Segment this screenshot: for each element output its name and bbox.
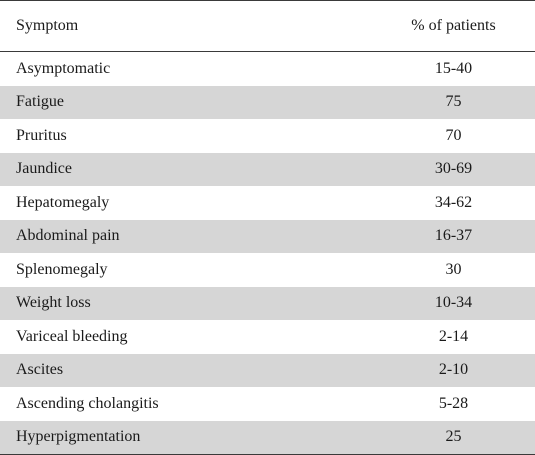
table-row: Abdominal pain 16-37: [0, 219, 535, 253]
symptom-cell: Fatigue: [16, 93, 64, 111]
percent-cell: 16-37: [434, 227, 473, 245]
table-row: Fatigue 75: [0, 85, 535, 119]
percent-cell: 30-69: [434, 160, 473, 178]
table-row: Asymptomatic 15-40: [0, 52, 535, 86]
symptom-cell: Ascites: [16, 361, 64, 379]
table-row: Jaundice 30-69: [0, 152, 535, 186]
table-row: Ascending cholangitis 5-28: [0, 387, 535, 421]
symptom-cell: Jaundice: [16, 160, 72, 178]
percent-cell: 70: [445, 126, 462, 144]
table-row: Splenomegaly 30: [0, 253, 535, 287]
symptom-cell: Variceal bleeding: [16, 327, 128, 345]
table-row: Variceal bleeding 2-14: [0, 320, 535, 354]
percent-cell: 75: [445, 93, 462, 111]
symptom-cell: Pruritus: [16, 126, 67, 144]
table-body: Asymptomatic 15-40 Fatigue 75 Pruritus 7…: [0, 52, 535, 454]
header-percent: % of patients: [411, 17, 496, 34]
percent-cell: 34-62: [434, 193, 473, 211]
table-header: Symptom % of patients: [0, 1, 535, 52]
symptom-cell: Hepatomegaly: [16, 193, 110, 211]
header-symptom: Symptom: [16, 17, 79, 34]
table-row: Hyperpigmentation 25: [0, 420, 535, 454]
percent-cell: 2-10: [438, 361, 469, 379]
percent-cell: 5-28: [438, 394, 469, 412]
table-row: Hepatomegaly 34-62: [0, 186, 535, 220]
table-row: Pruritus 70: [0, 119, 535, 153]
percent-cell: 25: [445, 428, 462, 446]
percent-cell: 2-14: [438, 327, 469, 345]
symptom-cell: Weight loss: [16, 294, 91, 312]
table-row: Weight loss 10-34: [0, 286, 535, 320]
table-row: Ascites 2-10: [0, 353, 535, 387]
symptom-cell: Ascending cholangitis: [16, 394, 159, 412]
percent-cell: 30: [445, 260, 462, 278]
symptom-cell: Splenomegaly: [16, 260, 108, 278]
percent-cell: 15-40: [434, 59, 473, 77]
symptom-cell: Abdominal pain: [16, 227, 120, 245]
percent-cell: 10-34: [434, 294, 473, 312]
symptom-cell: Hyperpigmentation: [16, 428, 141, 446]
symptom-cell: Asymptomatic: [16, 59, 111, 77]
